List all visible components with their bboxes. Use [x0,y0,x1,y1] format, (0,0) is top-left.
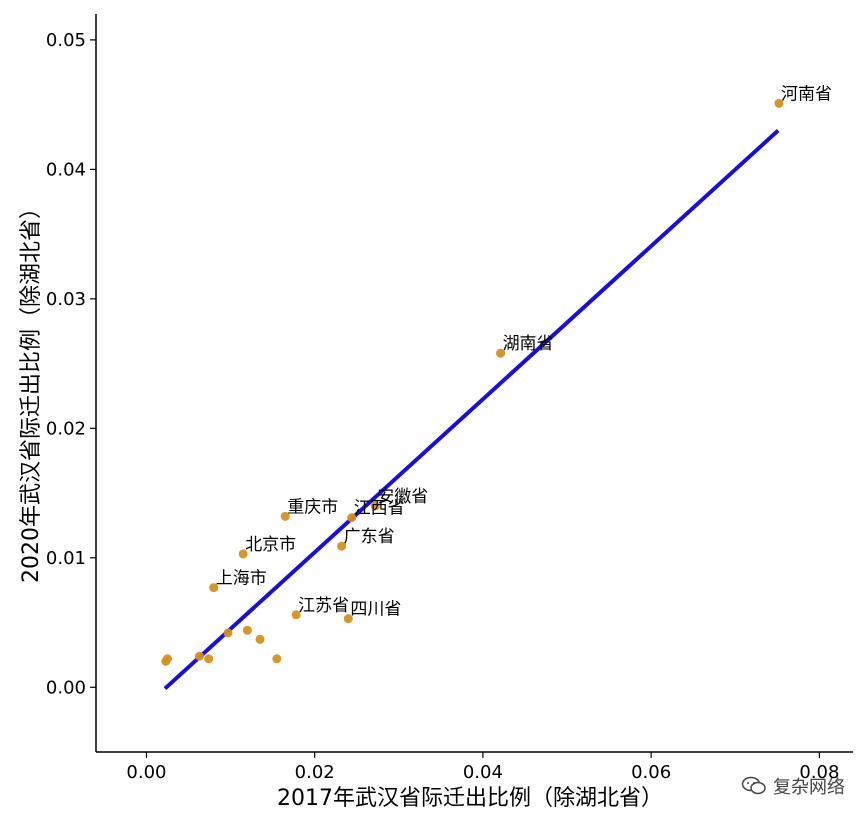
y-ticks: 0.00 0.01 0.02 0.03 0.04 0.05 [46,30,96,698]
data-point [343,614,353,624]
point-label: 安徽省 [377,487,428,507]
data-point [280,511,290,521]
x-tick-label: 0.06 [631,762,671,783]
point-label: 广东省 [344,527,395,547]
point-label: 重庆市 [287,497,338,517]
x-tick-label: 0.08 [799,762,839,783]
data-point [209,583,219,593]
data-point [238,549,248,559]
data-point [223,628,233,638]
data-point [347,513,357,523]
fit-line-layer [163,129,780,691]
axes [95,14,853,753]
data-point [370,501,380,511]
point-label: 四川省 [350,600,401,620]
watermark: 复杂网络 [741,773,845,799]
point-label: 北京市 [245,535,296,555]
point-label: 湖南省 [503,334,554,354]
point-label: 江苏省 [298,596,349,616]
y-tick-label: 0.02 [46,418,86,439]
x-tick-label: 0.02 [295,762,335,783]
point-label: 河南省 [781,84,832,104]
y-axis-title: 2020年武汉省际迁出比例（除湖北省） [19,197,44,583]
data-point [255,634,265,644]
x-axis-title: 2017年武汉省际迁出比例（除湖北省） [277,786,663,811]
data-point [496,348,506,358]
data-point [161,656,171,666]
data-point [337,541,347,551]
x-tick-label: 0.04 [463,762,503,783]
y-tick-label: 0.03 [46,289,86,310]
points-layer [161,98,784,666]
data-point [194,651,204,661]
point-label: 上海市 [216,569,267,589]
y-tick-label: 0.01 [46,548,86,569]
y-tick-label: 0.00 [46,677,86,698]
data-point [774,98,784,108]
x-ticks: 0.00 0.02 0.04 0.06 0.08 [126,752,839,783]
watermark-text: 复杂网络 [773,777,845,798]
y-tick-label: 0.04 [46,159,86,180]
data-point [291,610,301,620]
regression-line [163,129,780,691]
data-point [272,654,282,664]
y-tick-label: 0.05 [46,30,86,51]
x-tick-label: 0.00 [126,762,166,783]
point-label: 江西省 [354,499,405,519]
wechat-icon [741,776,766,795]
data-point [242,625,252,635]
data-point [204,654,214,664]
